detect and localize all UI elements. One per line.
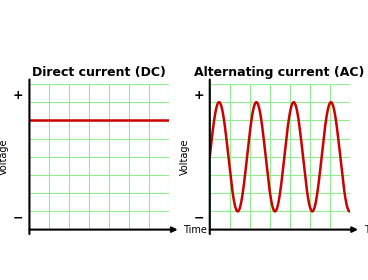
Text: Time: Time [364, 225, 368, 235]
Title: Direct current (DC): Direct current (DC) [32, 66, 166, 79]
Text: +: + [13, 89, 24, 102]
Text: +: + [193, 89, 204, 102]
Text: −: − [13, 211, 24, 225]
Text: Voltage: Voltage [180, 139, 190, 175]
Text: −: − [193, 211, 204, 225]
Text: Voltage: Voltage [0, 139, 9, 175]
Text: Time: Time [183, 225, 207, 235]
Title: Alternating current (AC): Alternating current (AC) [195, 66, 365, 79]
